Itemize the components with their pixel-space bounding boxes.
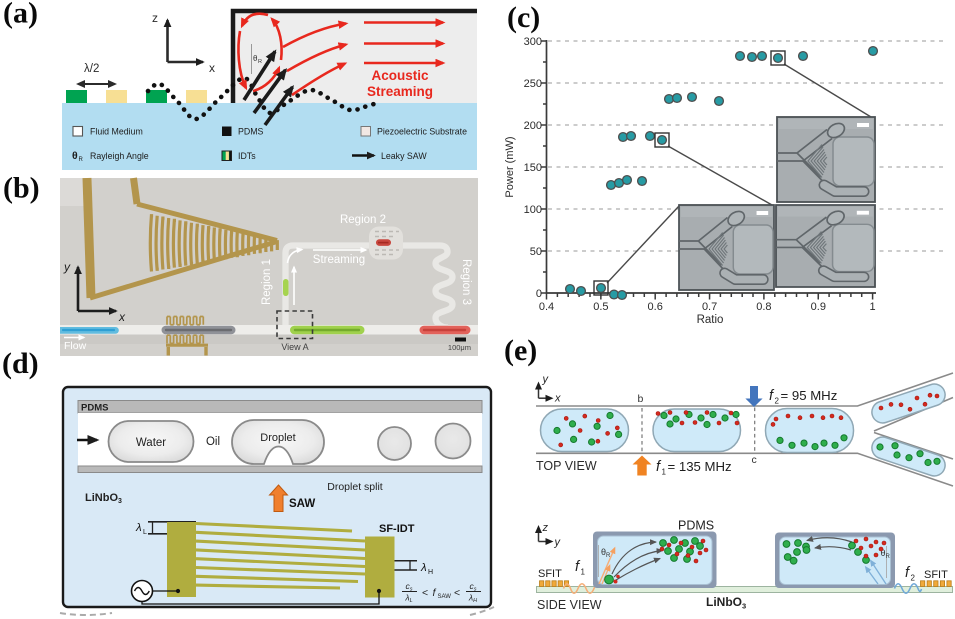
svg-text:SAW: SAW xyxy=(289,498,315,510)
svg-text:LiNbO3: LiNbO3 xyxy=(706,595,746,611)
svg-text:0.6: 0.6 xyxy=(648,301,663,313)
svg-text:Region 3: Region 3 xyxy=(460,259,472,305)
svg-text:x: x xyxy=(554,393,561,405)
svg-text:SF-IDT: SF-IDT xyxy=(379,523,415,535)
svg-text:250: 250 xyxy=(524,78,542,90)
svg-text:Region 1: Region 1 xyxy=(261,259,273,305)
svg-text:θ: θ xyxy=(253,54,258,63)
svg-text:z: z xyxy=(152,11,158,25)
svg-text:y: y xyxy=(554,537,562,549)
svg-text:R: R xyxy=(79,157,84,163)
svg-text:50: 50 xyxy=(530,246,542,258)
svg-text:LiNbO3: LiNbO3 xyxy=(85,492,122,505)
svg-text:0.4: 0.4 xyxy=(539,301,554,313)
svg-text:θ: θ xyxy=(881,548,886,558)
svg-text:SFIT: SFIT xyxy=(538,568,562,580)
svg-text:Streaming: Streaming xyxy=(367,84,433,99)
svg-text:Droplet split: Droplet split xyxy=(327,481,383,493)
svg-text:1: 1 xyxy=(662,468,667,477)
svg-text:f: f xyxy=(575,559,581,575)
svg-text:= 135 MHz: = 135 MHz xyxy=(668,459,732,474)
svg-text:H: H xyxy=(428,569,433,576)
svg-text:Acoustic: Acoustic xyxy=(371,68,429,83)
svg-text:0.5: 0.5 xyxy=(593,301,608,313)
svg-text:c: c xyxy=(752,454,757,466)
svg-text:x: x xyxy=(118,310,126,324)
svg-text:λ/2: λ/2 xyxy=(84,63,99,75)
svg-text:y: y xyxy=(63,260,71,274)
svg-text:100: 100 xyxy=(524,204,542,216)
svg-text:300: 300 xyxy=(524,36,542,48)
svg-text:0.9: 0.9 xyxy=(811,301,826,313)
svg-text:f: f xyxy=(656,459,662,475)
svg-text:TOP VIEW: TOP VIEW xyxy=(536,459,597,473)
svg-text:Rayleigh Angle: Rayleigh Angle xyxy=(90,151,149,161)
svg-text:Streaming: Streaming xyxy=(313,254,365,266)
svg-text:(b): (b) xyxy=(3,172,40,205)
svg-text:Power (mW): Power (mW) xyxy=(504,136,516,197)
svg-text:Ratio: Ratio xyxy=(697,314,724,326)
svg-text:Leaky SAW: Leaky SAW xyxy=(381,151,427,161)
svg-text:θ: θ xyxy=(72,150,78,162)
svg-text:Piezoelectric Substrate: Piezoelectric Substrate xyxy=(377,127,467,137)
svg-text:100μm: 100μm xyxy=(448,343,471,352)
svg-text:<: < xyxy=(454,587,460,599)
svg-text:PDMS: PDMS xyxy=(678,519,714,533)
svg-text:0.7: 0.7 xyxy=(702,301,717,313)
svg-text:SFIT: SFIT xyxy=(924,569,948,581)
svg-text:PDMS: PDMS xyxy=(238,127,264,137)
svg-text:(a): (a) xyxy=(3,0,38,30)
svg-text:f: f xyxy=(433,587,437,599)
svg-text:λH: λH xyxy=(468,593,477,605)
svg-text:SIDE VIEW: SIDE VIEW xyxy=(537,598,602,612)
svg-text:0: 0 xyxy=(536,288,542,300)
svg-text:(c): (c) xyxy=(507,1,540,34)
svg-text:R: R xyxy=(258,59,262,65)
svg-text:150: 150 xyxy=(524,162,542,174)
svg-text:Fluid Medium: Fluid Medium xyxy=(90,127,143,137)
svg-text:b: b xyxy=(638,393,644,405)
svg-text:f: f xyxy=(769,388,775,404)
svg-text:(e): (e) xyxy=(504,334,537,367)
svg-text:2: 2 xyxy=(911,574,916,583)
svg-text:2: 2 xyxy=(775,397,780,406)
svg-text:<: < xyxy=(422,587,428,599)
svg-text:θ: θ xyxy=(601,547,606,557)
svg-text:Flow: Flow xyxy=(64,340,87,352)
svg-text:x: x xyxy=(209,61,215,75)
svg-text:View A: View A xyxy=(281,342,308,352)
svg-text:Region 2: Region 2 xyxy=(340,214,386,226)
svg-text:L: L xyxy=(143,529,147,536)
svg-text:f: f xyxy=(905,565,911,581)
svg-text:SAW: SAW xyxy=(438,594,452,600)
svg-text:λL: λL xyxy=(404,593,412,605)
svg-text:λ: λ xyxy=(420,562,427,574)
svg-text:200: 200 xyxy=(524,120,542,132)
svg-text:R: R xyxy=(606,553,611,559)
svg-text:λ: λ xyxy=(135,522,142,534)
svg-text:Water: Water xyxy=(136,437,166,449)
svg-text:Oil: Oil xyxy=(206,436,220,448)
svg-text:IDTs: IDTs xyxy=(238,151,256,161)
svg-text:cs: cs xyxy=(406,581,413,593)
svg-text:PDMS: PDMS xyxy=(81,403,108,414)
svg-text:R: R xyxy=(886,554,891,560)
svg-text:0.8: 0.8 xyxy=(756,301,771,313)
svg-text:z: z xyxy=(542,522,549,534)
svg-text:Droplet: Droplet xyxy=(260,432,295,444)
svg-text:1: 1 xyxy=(581,568,586,577)
svg-text:1: 1 xyxy=(870,301,876,313)
svg-text:cs: cs xyxy=(470,581,477,593)
svg-text:= 95 MHz: = 95 MHz xyxy=(781,388,838,403)
svg-text:(d): (d) xyxy=(2,347,39,380)
svg-text:y: y xyxy=(542,374,550,386)
